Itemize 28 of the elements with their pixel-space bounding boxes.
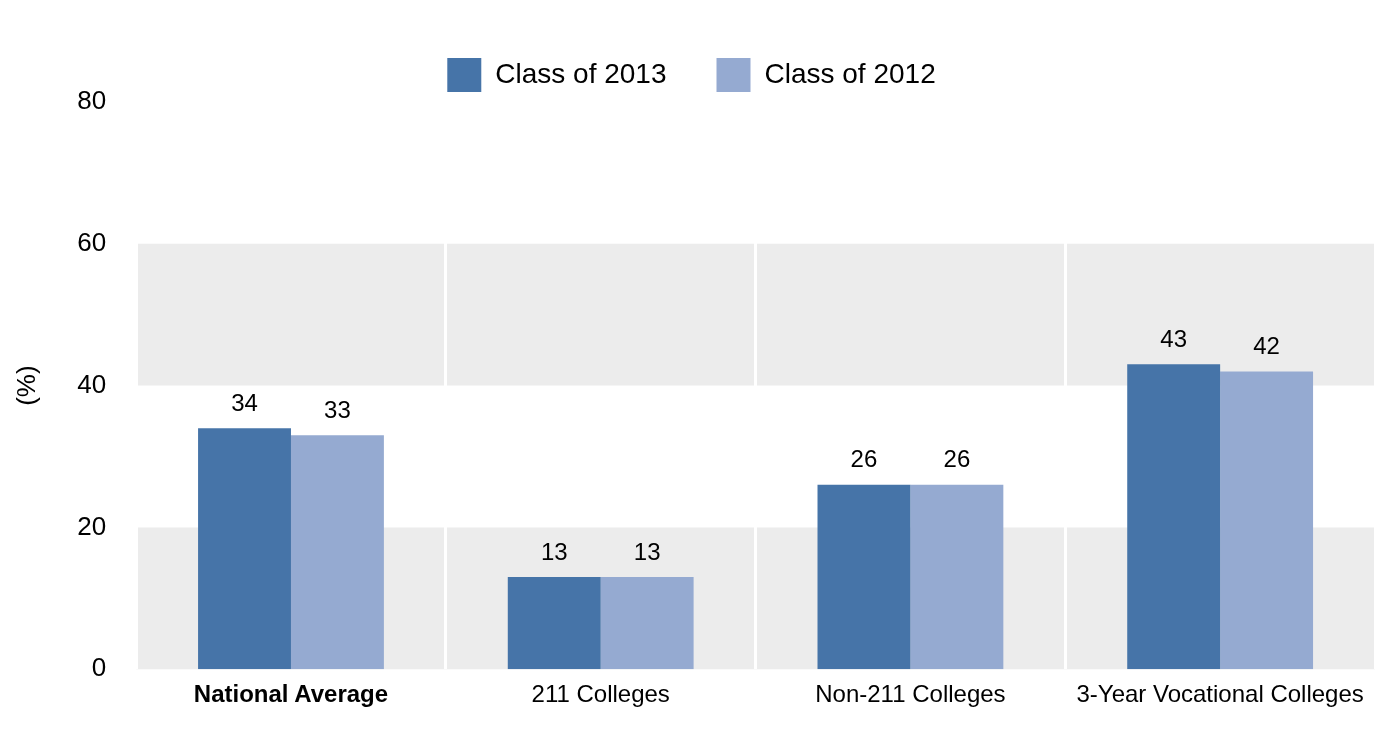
- y-tick-label: 0: [91, 652, 107, 683]
- legend-label: Class of 2012: [764, 57, 936, 89]
- y-tick-label: 60: [77, 226, 107, 257]
- y-axis-title: (%): [10, 365, 41, 406]
- bar: [290, 435, 384, 670]
- y-tick-label: 40: [77, 368, 107, 399]
- y-tick-label: 20: [77, 510, 107, 541]
- y-tick-label: 80: [77, 85, 107, 116]
- data-label: 42: [1253, 332, 1280, 360]
- bar: [600, 577, 694, 670]
- bar: [910, 484, 1004, 670]
- data-label: 43: [1160, 324, 1188, 352]
- data-label: 13: [540, 537, 568, 565]
- bar: [198, 428, 291, 670]
- legend-label: Class of 2013: [495, 57, 667, 89]
- bar: [507, 577, 601, 670]
- data-label: 33: [324, 395, 351, 423]
- x-tick-label: National Average: [193, 680, 389, 708]
- data-label: 26: [850, 445, 878, 473]
- bar: [817, 484, 911, 670]
- x-tick-label: 211 Colleges: [531, 680, 670, 708]
- data-label: 13: [633, 537, 661, 565]
- x-tick-label: Non-211 Colleges: [815, 680, 1006, 708]
- x-tick-label: 3-Year Vocational Colleges: [1076, 680, 1364, 708]
- bar: [1127, 364, 1221, 670]
- bar: [1220, 371, 1314, 670]
- data-label: 34: [231, 388, 258, 416]
- data-label: 26: [943, 445, 971, 473]
